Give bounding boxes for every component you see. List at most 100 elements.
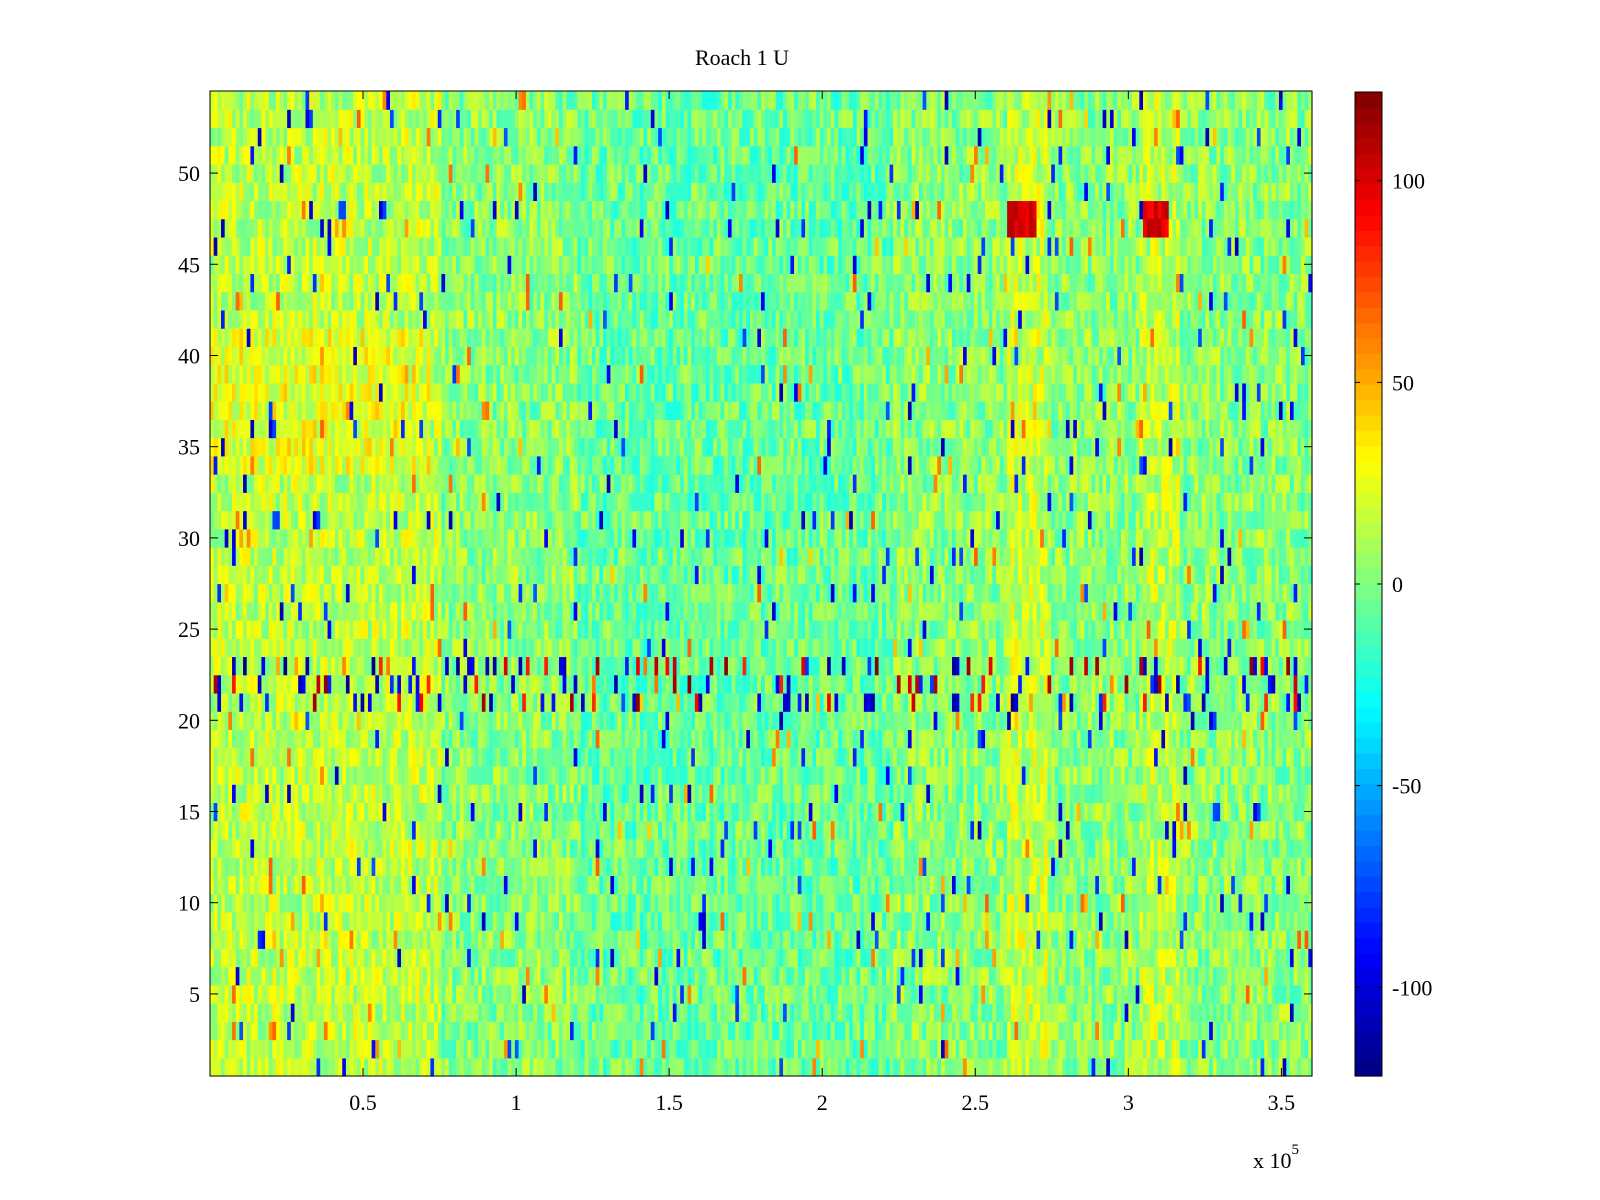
heatmap-cell: [595, 984, 600, 1004]
heatmap-cell: [636, 875, 641, 895]
heatmap-cell: [676, 1057, 681, 1077]
heatmap-cell: [1157, 911, 1162, 931]
heatmap-cell: [735, 802, 740, 822]
heatmap-cell: [654, 838, 659, 858]
heatmap-cell: [279, 875, 285, 895]
heatmap-cell: [356, 820, 362, 840]
heatmap-cell: [606, 893, 611, 913]
heatmap-cell: [467, 820, 472, 840]
heatmap-cell: [617, 784, 623, 803]
heatmap-cell: [1256, 1021, 1262, 1041]
heatmap-cell: [397, 911, 402, 931]
heatmap-cell: [827, 838, 832, 858]
heatmap-cell: [1091, 784, 1096, 803]
heatmap-cell: [1297, 875, 1302, 895]
heatmap-cell: [1172, 875, 1177, 895]
heatmap-cell: [555, 784, 560, 803]
heatmap-cell: [1304, 784, 1309, 803]
heatmap-cell: [783, 838, 788, 858]
heatmap-cell: [1098, 948, 1104, 968]
heatmap-cell: [1293, 1039, 1298, 1059]
heatmap-cell: [772, 838, 777, 858]
heatmap-cell: [533, 1003, 538, 1022]
heatmap-cell: [805, 1039, 810, 1059]
heatmap-cell: [503, 1039, 509, 1059]
heatmap-cell: [323, 838, 329, 858]
heatmap-cell: [1282, 838, 1287, 858]
heatmap-cell: [625, 966, 630, 986]
heatmap-cell: [1132, 802, 1137, 822]
heatmap-cell: [1161, 893, 1166, 913]
heatmap-cell: [1198, 820, 1203, 840]
heatmap-cell: [1238, 911, 1243, 931]
heatmap-cell: [1256, 930, 1262, 949]
heatmap-cell: [1242, 1039, 1247, 1059]
heatmap-cell: [536, 857, 542, 876]
heatmap-cell: [812, 1003, 817, 1022]
heatmap-cell: [467, 1039, 472, 1059]
heatmap-cell: [1029, 893, 1034, 913]
heatmap-cell: [533, 948, 538, 968]
heatmap-cell: [922, 966, 927, 986]
heatmap-cell: [911, 820, 916, 840]
heatmap-cell: [988, 784, 994, 803]
heatmap-cell: [1212, 911, 1218, 931]
heatmap-cell: [1194, 820, 1199, 840]
heatmap-cell: [797, 984, 802, 1004]
heatmap-cell: [1117, 1021, 1122, 1041]
heatmap-cell: [981, 1003, 986, 1022]
heatmap-cell: [1128, 1057, 1133, 1077]
heatmap-cell: [1007, 984, 1012, 1004]
heatmap-cell: [1014, 838, 1019, 858]
heatmap-cell: [217, 911, 222, 931]
heatmap-cell: [1168, 911, 1174, 931]
heatmap-cell: [742, 820, 747, 840]
heatmap-cell: [257, 948, 263, 968]
heatmap-cell: [1264, 1021, 1269, 1041]
heatmap-cell: [1062, 1021, 1067, 1041]
heatmap-cell: [386, 875, 391, 895]
heatmap-cell: [911, 1039, 916, 1059]
heatmap-cell: [378, 1003, 384, 1022]
heatmap-cell: [863, 893, 869, 913]
heatmap-cell: [290, 911, 296, 931]
heatmap-cell: [290, 784, 296, 803]
heatmap-cell: [959, 857, 964, 876]
heatmap-cell: [981, 784, 986, 803]
heatmap-cell: [856, 911, 861, 931]
heatmap-cell: [232, 857, 237, 876]
heatmap-cell: [1087, 1057, 1093, 1077]
heatmap-cell: [481, 1021, 487, 1041]
heatmap-cell: [790, 1039, 795, 1059]
heatmap-cell: [562, 838, 567, 858]
heatmap-cell: [1087, 1039, 1093, 1059]
heatmap-cell: [764, 857, 769, 876]
heatmap-cell: [775, 911, 780, 931]
heatmap-cell: [694, 875, 700, 895]
heatmap-cell: [753, 984, 758, 1004]
heatmap-cell: [338, 765, 343, 785]
heatmap-cell: [514, 765, 520, 785]
heatmap-cell: [1003, 1039, 1008, 1059]
heatmap-cell: [1154, 838, 1159, 858]
heatmap-cell: [1069, 966, 1074, 986]
heatmap-cell: [1212, 1039, 1218, 1059]
heatmap-cell: [1025, 948, 1030, 968]
heatmap-cell: [632, 857, 637, 876]
heatmap-cell: [243, 765, 248, 785]
heatmap-cell: [841, 820, 847, 840]
heatmap-cell: [955, 802, 960, 822]
heatmap-cell: [522, 875, 527, 895]
heatmap-cell: [834, 930, 839, 949]
heatmap-cell: [401, 802, 406, 822]
heatmap-cell: [827, 784, 832, 803]
heatmap-cell: [797, 1021, 802, 1041]
heatmap-cell: [408, 857, 413, 876]
heatmap-cell: [1220, 893, 1225, 913]
heatmap-cell: [1007, 838, 1012, 858]
heatmap-cell: [448, 966, 454, 986]
heatmap-cell: [731, 930, 736, 949]
heatmap-cell: [481, 893, 487, 913]
heatmap-cell: [386, 820, 391, 840]
heatmap-cell: [397, 948, 402, 968]
